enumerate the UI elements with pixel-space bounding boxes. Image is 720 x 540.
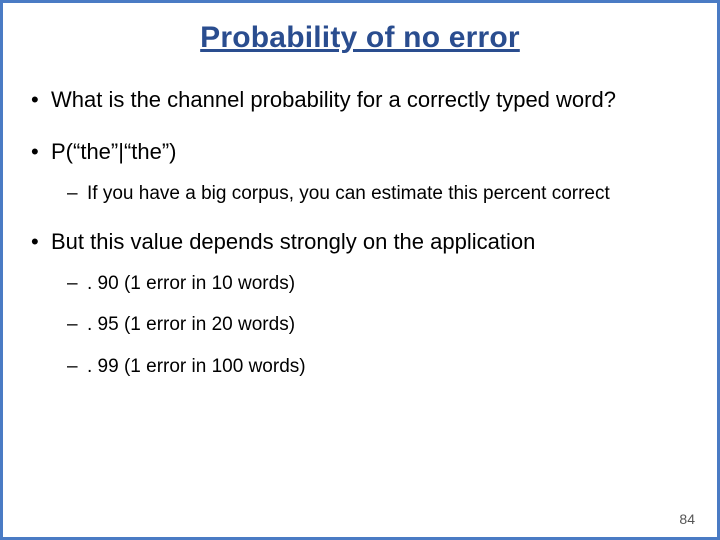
- page-number: 84: [679, 511, 695, 527]
- bullet-l2-item: . 95 (1 error in 20 words): [31, 310, 689, 339]
- bullet-group-1: What is the channel probability for a co…: [31, 83, 689, 117]
- bullet-l2-item: . 90 (1 error in 10 words): [31, 269, 689, 298]
- bullet-l1-item: P(“the”|“the”): [31, 135, 689, 169]
- bullet-l1-item: What is the channel probability for a co…: [31, 83, 689, 117]
- bullet-l2-item: If you have a big corpus, you can estima…: [31, 179, 689, 208]
- bullet-group-3: But this value depends strongly on the a…: [31, 225, 689, 381]
- bullet-l1-item: But this value depends strongly on the a…: [31, 225, 689, 259]
- slide-frame: Probability of no error What is the chan…: [0, 0, 720, 540]
- slide-title: Probability of no error: [31, 21, 689, 55]
- bullet-group-2: P(“the”|“the”) If you have a big corpus,…: [31, 135, 689, 209]
- bullet-l2-item: . 99 (1 error in 100 words): [31, 352, 689, 381]
